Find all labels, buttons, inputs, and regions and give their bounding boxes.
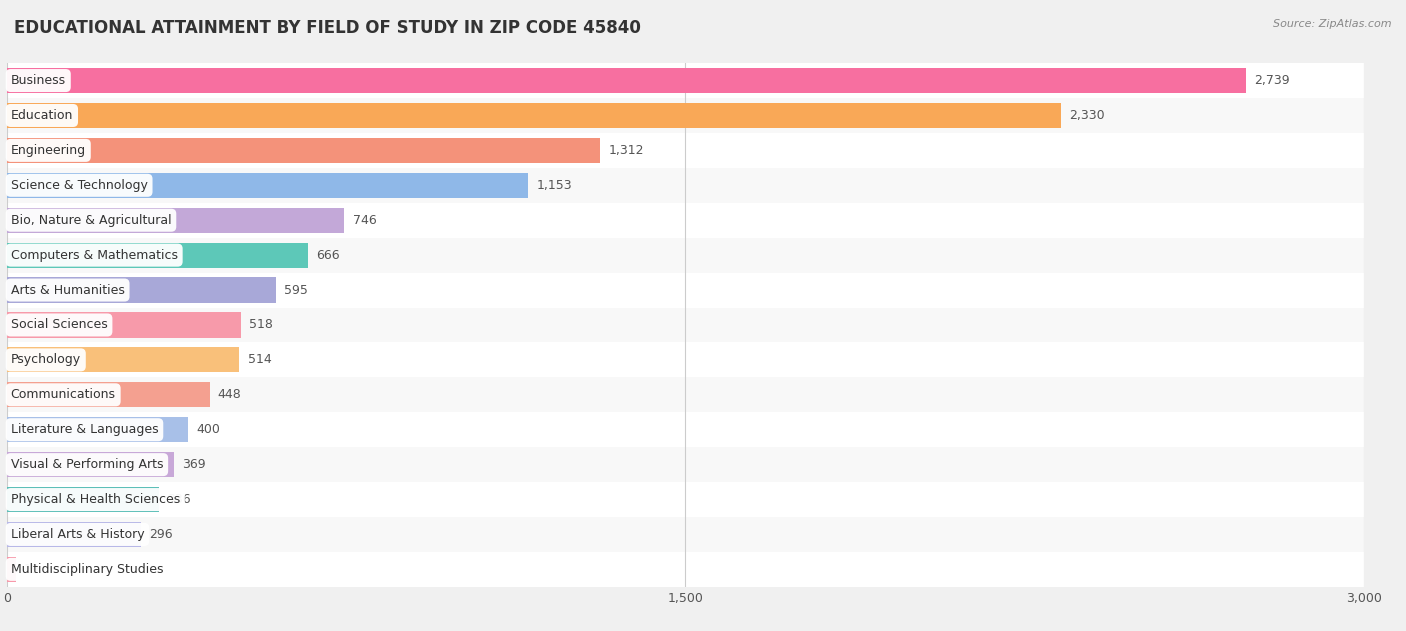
Bar — [7, 168, 1364, 203]
Bar — [7, 242, 308, 268]
Text: Social Sciences: Social Sciences — [11, 319, 107, 331]
Bar — [7, 278, 276, 303]
Bar — [7, 173, 529, 198]
Text: Engineering: Engineering — [11, 144, 86, 157]
Text: 2,739: 2,739 — [1254, 74, 1289, 87]
Text: Arts & Humanities: Arts & Humanities — [11, 283, 125, 297]
Text: Physical & Health Sciences: Physical & Health Sciences — [11, 493, 180, 506]
Text: 746: 746 — [353, 214, 377, 227]
Bar — [7, 487, 159, 512]
Text: Multidisciplinary Studies: Multidisciplinary Studies — [11, 563, 163, 576]
Bar — [7, 412, 1364, 447]
Text: Bio, Nature & Agricultural: Bio, Nature & Agricultural — [11, 214, 172, 227]
Text: Source: ZipAtlas.com: Source: ZipAtlas.com — [1274, 19, 1392, 29]
Bar — [7, 307, 1364, 343]
Bar — [7, 482, 1364, 517]
Text: Computers & Mathematics: Computers & Mathematics — [11, 249, 177, 262]
Text: 448: 448 — [218, 388, 242, 401]
Text: 666: 666 — [316, 249, 340, 262]
Bar — [7, 447, 1364, 482]
Text: 296: 296 — [149, 528, 173, 541]
Text: 1,312: 1,312 — [609, 144, 644, 157]
Bar — [7, 417, 188, 442]
Bar — [7, 452, 174, 477]
Bar — [7, 273, 1364, 307]
Bar — [7, 63, 1364, 98]
Text: 336: 336 — [167, 493, 191, 506]
Bar — [7, 377, 1364, 412]
Bar — [7, 238, 1364, 273]
Bar — [7, 138, 600, 163]
Text: Visual & Performing Arts: Visual & Performing Arts — [11, 458, 163, 471]
Bar — [7, 133, 1364, 168]
Bar — [7, 343, 1364, 377]
Bar — [7, 517, 1364, 552]
Text: EDUCATIONAL ATTAINMENT BY FIELD OF STUDY IN ZIP CODE 45840: EDUCATIONAL ATTAINMENT BY FIELD OF STUDY… — [14, 19, 641, 37]
Text: 514: 514 — [247, 353, 271, 367]
Text: Psychology: Psychology — [11, 353, 80, 367]
Text: 400: 400 — [195, 423, 219, 436]
Bar — [7, 98, 1364, 133]
Text: Education: Education — [11, 109, 73, 122]
Bar — [7, 203, 1364, 238]
Bar — [7, 103, 1060, 128]
Bar — [7, 552, 1364, 587]
Text: Business: Business — [11, 74, 66, 87]
Text: 518: 518 — [249, 319, 273, 331]
Bar — [7, 312, 242, 338]
Bar — [7, 208, 344, 233]
Text: 2,330: 2,330 — [1069, 109, 1105, 122]
Bar — [7, 382, 209, 408]
Text: 1,153: 1,153 — [537, 179, 572, 192]
Text: Liberal Arts & History: Liberal Arts & History — [11, 528, 145, 541]
Text: 19: 19 — [24, 563, 39, 576]
Bar — [7, 557, 15, 582]
Bar — [7, 68, 1246, 93]
Text: Communications: Communications — [11, 388, 115, 401]
Text: 369: 369 — [181, 458, 205, 471]
Text: Science & Technology: Science & Technology — [11, 179, 148, 192]
Text: Literature & Languages: Literature & Languages — [11, 423, 159, 436]
Text: 595: 595 — [284, 283, 308, 297]
Bar — [7, 347, 239, 372]
Bar — [7, 522, 141, 547]
